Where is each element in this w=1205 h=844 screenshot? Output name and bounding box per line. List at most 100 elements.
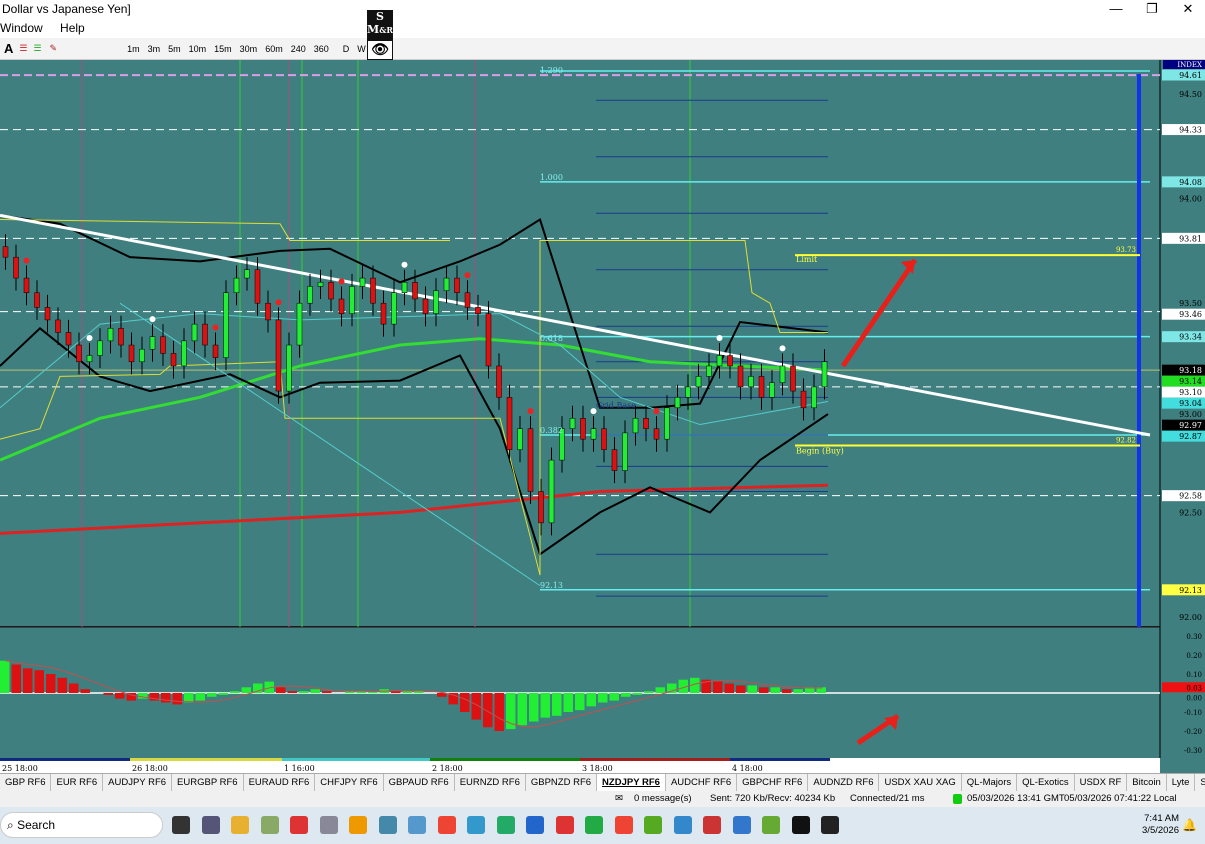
timeframe-15m[interactable]: 15m [214, 43, 232, 54]
text-tool-icon[interactable]: A [4, 41, 14, 56]
candle [202, 311, 208, 358]
symbol-tab[interactable]: QL-Exotics [1017, 774, 1075, 791]
candle [548, 447, 555, 536]
price-chart[interactable]: 1.290 1.000 0.618 0.382 92.13 Grid Base Limit 9… [0, 60, 1205, 773]
fib-label: 1.290 [540, 66, 563, 75]
symbol-tab[interactable]: EURAUD RF6 [244, 774, 316, 791]
fib-ext-tool-icon[interactable]: ☰ [33, 43, 42, 53]
menu-bar: Window Help [0, 18, 1205, 38]
timeframe-W[interactable]: W [357, 43, 366, 54]
price-tick: 93.00 [1179, 410, 1202, 419]
downtrend-line [0, 213, 1151, 437]
app-icon[interactable] [555, 816, 574, 834]
symbol-tab[interactable]: EUR RF6 [51, 774, 104, 791]
oscillator-bar [80, 689, 90, 693]
task-view-icon[interactable] [172, 816, 190, 834]
trading-app-icon[interactable] [319, 816, 338, 834]
minimize-button[interactable]: — [1109, 1, 1123, 16]
oscillator-bar [207, 693, 217, 697]
symbol-tab[interactable]: EURGBP RF6 [172, 774, 244, 791]
candle-body [737, 365, 744, 388]
oscillator-bar [356, 691, 366, 693]
fib-tool-icon[interactable]: ☰ [19, 43, 28, 53]
app-c-red-icon[interactable] [614, 816, 633, 834]
symbol-tab[interactable]: AUDNZD RF6 [808, 774, 880, 791]
app-icon[interactable] [260, 816, 279, 834]
green-moving-average [0, 337, 829, 462]
cyan-diagonal [119, 302, 541, 587]
candle [475, 294, 481, 327]
app-c-green-icon[interactable] [644, 816, 662, 834]
oscillator-bar [517, 693, 527, 726]
notification-icon[interactable]: 🔔 [1182, 818, 1197, 832]
oscillator-bar [368, 691, 378, 693]
chrome-icon[interactable] [290, 816, 308, 834]
symbol-tab[interactable]: Lyte [1167, 774, 1196, 791]
timeframe-5m[interactable]: 5m [168, 43, 181, 54]
app-s-red-icon[interactable] [437, 816, 456, 834]
symbol-tab[interactable]: AUDJPY RF6 [103, 774, 173, 791]
timeframe-1m[interactable]: 1m [127, 43, 140, 54]
app-icon[interactable] [408, 816, 426, 834]
smlr-icon[interactable] [791, 816, 810, 834]
toolbar: A ☰ ☰ ✎ 1m3m5m10m15m30m60m240360DWM [0, 38, 1205, 60]
symbol-tab[interactable]: Bitcoin [1127, 774, 1167, 791]
symbol-tab[interactable]: USDX RF [1075, 774, 1128, 791]
symbol-tab[interactable]: NZDJPY RF6 [597, 774, 666, 791]
symbol-tab[interactable]: CHFJPY RF6 [315, 774, 384, 791]
oscillator-bar [701, 679, 711, 693]
oscillator-bar [322, 691, 332, 693]
time-label: 4 18:00 [732, 764, 763, 773]
timeframe-240[interactable]: 240 [290, 43, 306, 54]
timeframe-D[interactable]: D [342, 43, 350, 54]
app-s-blue-icon[interactable] [467, 816, 485, 834]
media-icon[interactable] [821, 816, 839, 834]
timeframe-360[interactable]: 360 [313, 43, 329, 54]
candle-body [790, 365, 796, 392]
symbol-tab[interactable]: GBPAUD RF6 [384, 774, 455, 791]
symbol-tab[interactable]: EURNZD RF6 [455, 774, 526, 791]
clock[interactable]: 7:41 AM 3/5/2026 [1142, 813, 1179, 837]
timeframe-10m[interactable]: 10m [188, 43, 207, 54]
menu-window[interactable]: Window [0, 21, 43, 35]
signal-dot [86, 334, 93, 341]
timeframe-30m[interactable]: 30m [239, 43, 258, 54]
session-color-bar [430, 758, 580, 761]
symbol-tab[interactable]: GBPCHF RF6 [737, 774, 809, 791]
excel-icon[interactable] [585, 816, 603, 834]
timeframe-60m[interactable]: 60m [265, 43, 283, 54]
taskbar-search[interactable]: ⌕ Search [0, 812, 163, 838]
oscillator-bar [241, 687, 251, 693]
oscillator-bar [632, 693, 642, 695]
word-icon[interactable] [526, 816, 544, 834]
smlr-logo[interactable]: S M&R 👁 [367, 10, 394, 60]
maximize-button[interactable]: ❐ [1146, 1, 1158, 16]
candle-body [580, 418, 586, 440]
oscillator-bar [103, 693, 113, 695]
timeframe-3m[interactable]: 3m [147, 43, 161, 54]
pen-tool-icon[interactable]: ✎ [49, 43, 58, 53]
file-explorer-icon[interactable] [231, 816, 249, 834]
eye-icon[interactable]: 👁 [367, 40, 393, 60]
symbol-tab[interactable]: GBP RF6 [0, 774, 52, 791]
app-icon[interactable] [732, 816, 751, 834]
close-button[interactable]: ✕ [1182, 1, 1194, 16]
telegram-icon[interactable] [673, 816, 692, 834]
candle-body [97, 340, 103, 356]
app-w-icon[interactable] [496, 816, 515, 834]
symbol-tab[interactable]: USDX XAU XAG [879, 774, 962, 791]
app-icon[interactable] [349, 816, 367, 834]
notepad-icon[interactable] [378, 816, 397, 834]
symbol-tab[interactable]: GBPNZD RF6 [526, 774, 598, 791]
symbol-tab[interactable]: SP500 RF6 [1195, 774, 1205, 791]
symbol-tab[interactable]: QL-Majors [962, 774, 1018, 791]
calculator-icon[interactable] [201, 816, 220, 834]
candle [727, 342, 733, 379]
symbol-tab[interactable]: AUDCHF RF6 [666, 774, 738, 791]
app-icon[interactable] [762, 816, 780, 834]
candle [307, 273, 313, 316]
candle-body [464, 292, 471, 308]
candle [160, 324, 166, 366]
menu-help[interactable]: Help [60, 21, 85, 35]
app-icon[interactable] [703, 816, 721, 834]
